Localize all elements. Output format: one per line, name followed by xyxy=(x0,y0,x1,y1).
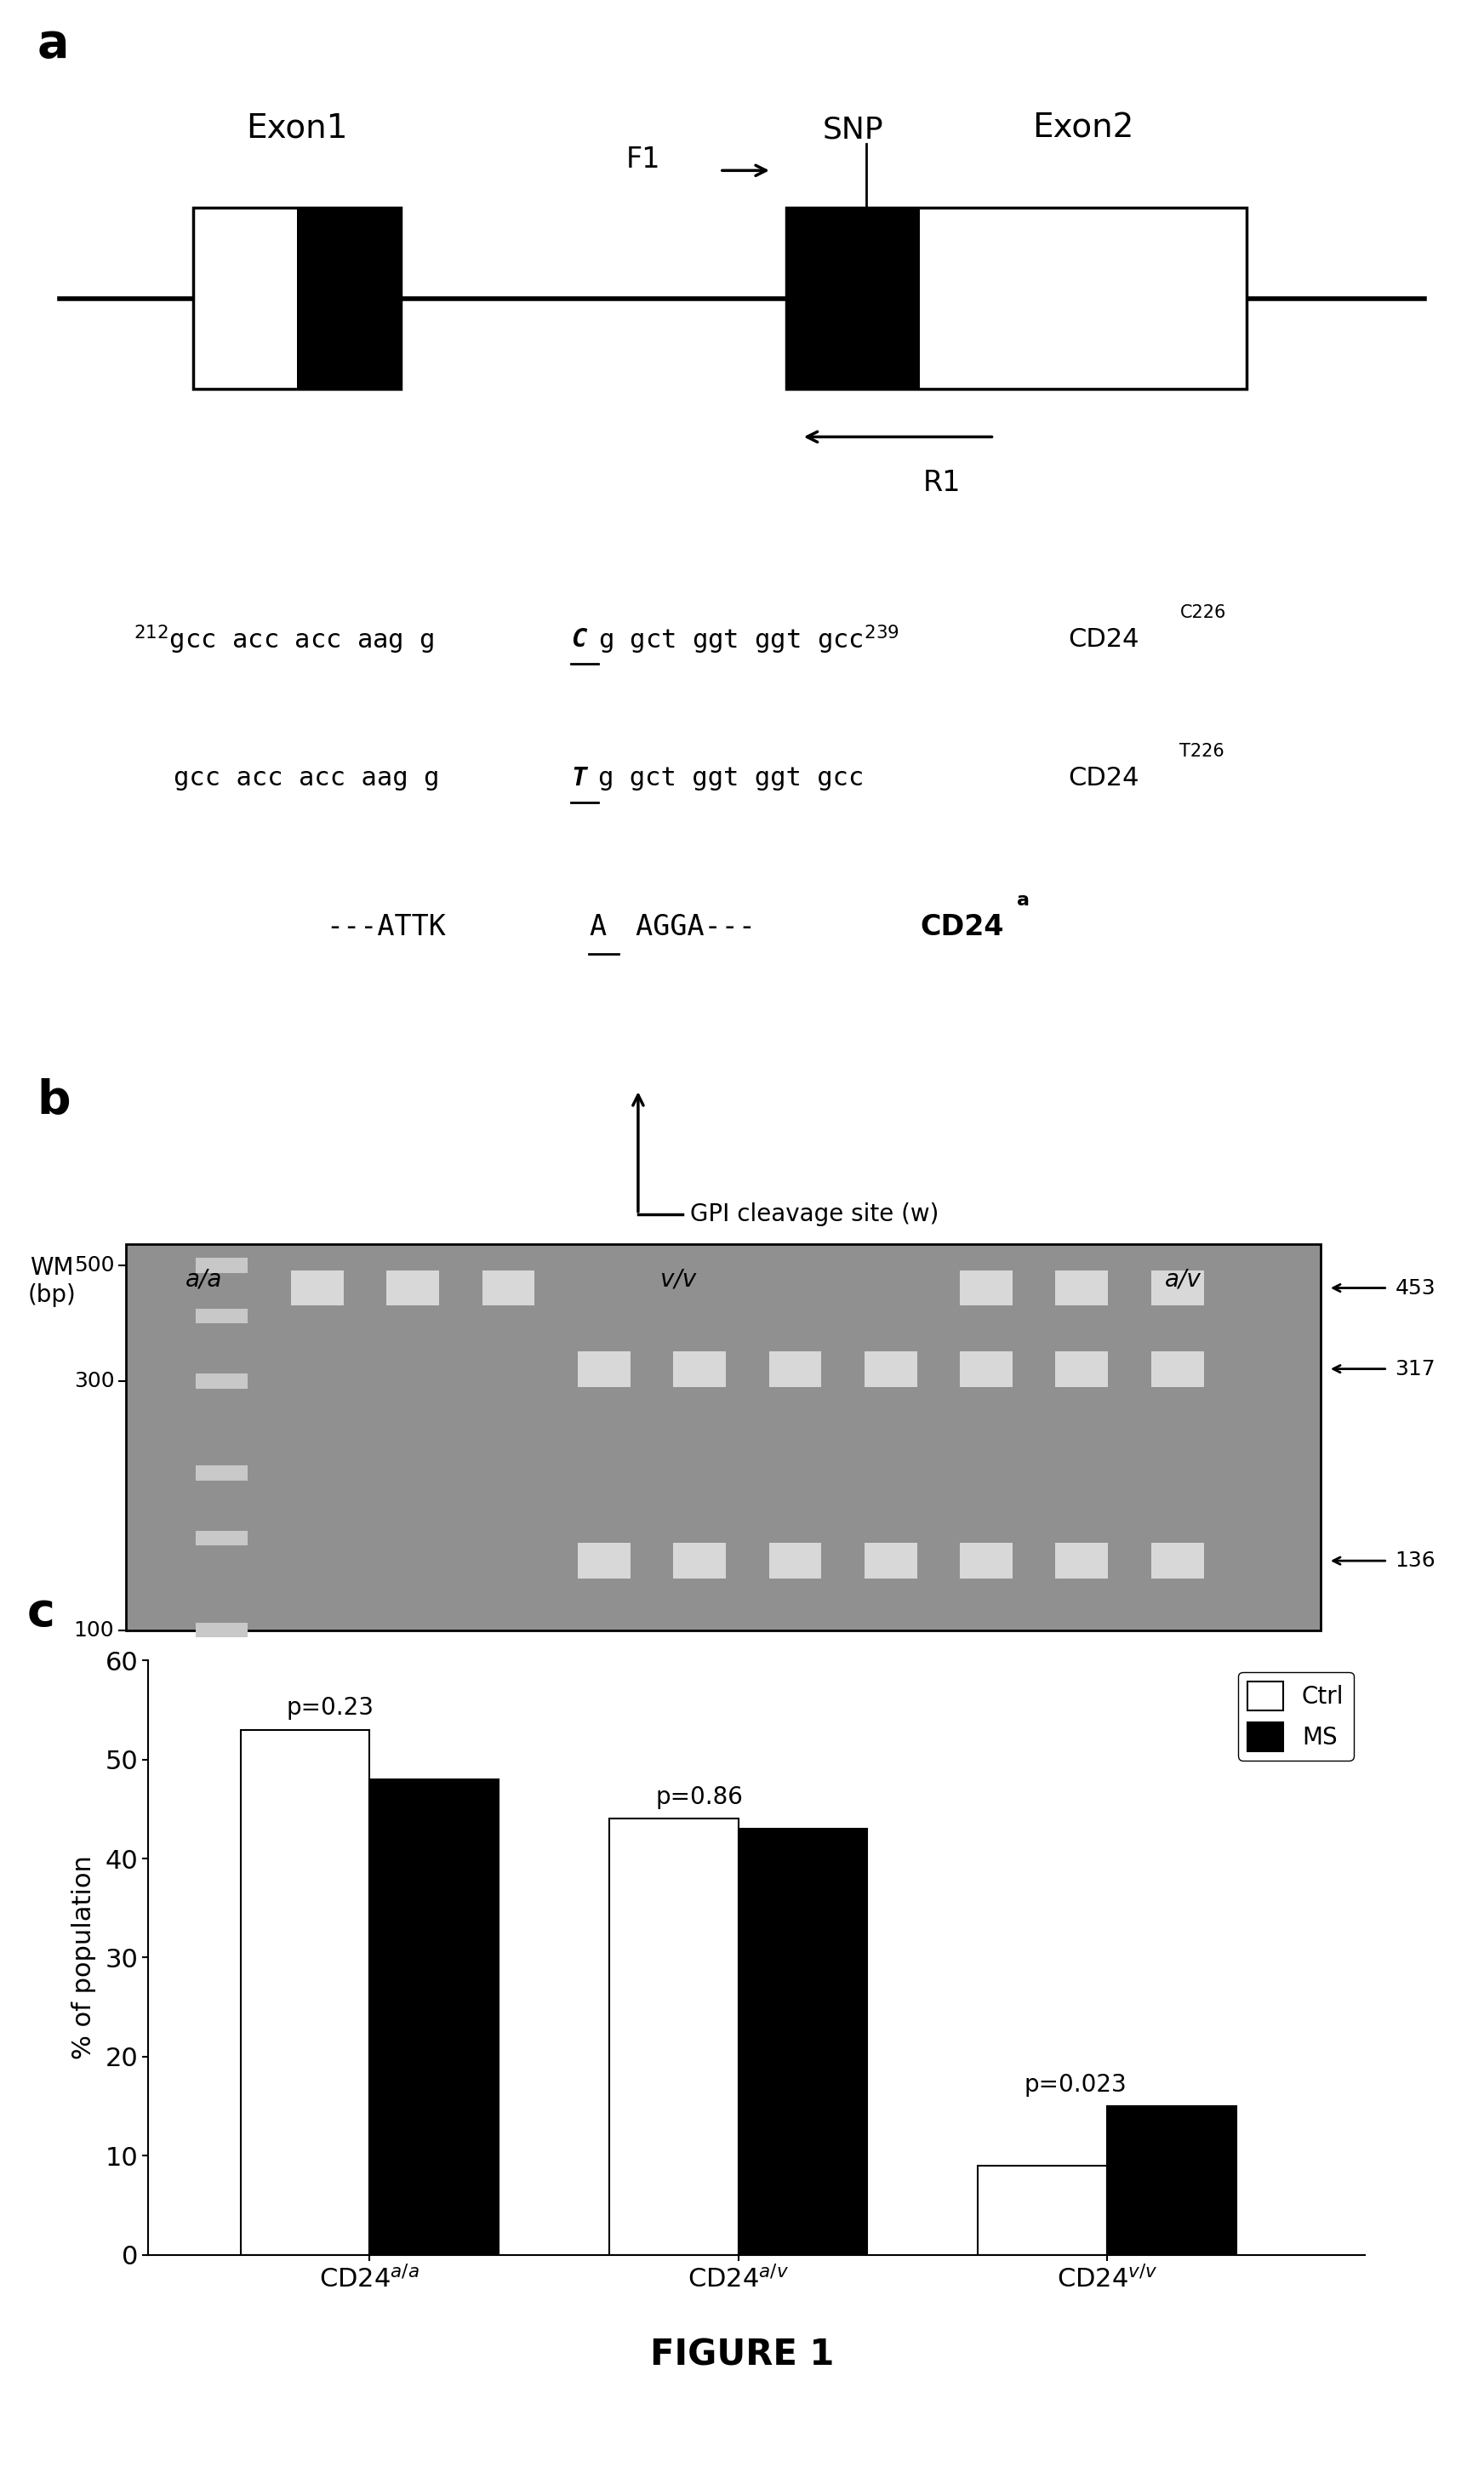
Bar xyxy=(370,1779,499,2255)
Text: 317: 317 xyxy=(1395,1358,1435,1380)
Bar xyxy=(610,1819,739,2255)
Bar xyxy=(1055,1351,1109,1388)
Bar xyxy=(787,208,1247,389)
Bar xyxy=(920,208,1247,389)
Bar xyxy=(960,1544,1012,1578)
Text: GPI cleavage site (w): GPI cleavage site (w) xyxy=(690,1202,939,1227)
Bar xyxy=(1152,1351,1204,1388)
Text: v/v: v/v xyxy=(660,1269,696,1291)
Bar xyxy=(1055,1271,1109,1306)
Bar xyxy=(577,1544,631,1578)
Text: Exon2: Exon2 xyxy=(1033,112,1134,144)
Text: a/a: a/a xyxy=(186,1269,223,1291)
Text: p=0.023: p=0.023 xyxy=(1024,2072,1126,2096)
Bar xyxy=(864,1544,917,1578)
Text: 100: 100 xyxy=(74,1621,114,1640)
Legend: Ctrl, MS: Ctrl, MS xyxy=(1238,1673,1353,1759)
Text: F1: F1 xyxy=(626,146,660,173)
Bar xyxy=(482,1271,534,1306)
Text: a: a xyxy=(1017,892,1030,909)
Bar xyxy=(291,1271,344,1306)
Text: a/v: a/v xyxy=(1165,1269,1202,1291)
Text: b: b xyxy=(37,1078,71,1123)
Text: CD24: CD24 xyxy=(920,912,1003,942)
Text: gcc acc acc aag g: gcc acc acc aag g xyxy=(174,766,439,790)
Bar xyxy=(960,1271,1012,1306)
Bar xyxy=(240,1730,370,2255)
Y-axis label: % of population: % of population xyxy=(71,1856,96,2059)
Text: C226: C226 xyxy=(1180,605,1226,622)
Bar xyxy=(196,1623,248,1638)
Bar xyxy=(978,2166,1107,2255)
Bar xyxy=(1152,1271,1204,1306)
Bar xyxy=(297,208,401,389)
Bar xyxy=(193,208,401,389)
Bar xyxy=(769,1351,822,1388)
Bar xyxy=(769,1544,822,1578)
Bar xyxy=(386,1271,439,1306)
Text: g gct ggt ggt gcc: g gct ggt ggt gcc xyxy=(598,766,864,790)
Bar xyxy=(1152,1544,1204,1578)
Bar xyxy=(193,208,297,389)
Bar xyxy=(787,208,920,389)
Text: FIGURE 1: FIGURE 1 xyxy=(650,2337,834,2374)
Text: CD24: CD24 xyxy=(1068,766,1140,790)
Bar xyxy=(196,1308,248,1323)
Text: AGGA---: AGGA--- xyxy=(619,912,755,942)
Text: A: A xyxy=(589,912,607,942)
Bar xyxy=(196,1373,248,1388)
Bar xyxy=(126,1244,1321,1631)
Text: WM
(bp): WM (bp) xyxy=(28,1256,76,1308)
Bar xyxy=(196,1259,248,1274)
Text: a: a xyxy=(37,22,70,67)
Text: CD24: CD24 xyxy=(1068,627,1140,652)
Text: p=0.86: p=0.86 xyxy=(656,1784,743,1809)
Text: 136: 136 xyxy=(1395,1551,1435,1571)
Text: $^{212}$gcc acc acc aag g: $^{212}$gcc acc acc aag g xyxy=(134,622,435,657)
Text: ---ATTK: ---ATTK xyxy=(326,912,447,942)
Text: 500: 500 xyxy=(74,1256,114,1276)
Bar xyxy=(864,1351,917,1388)
Bar xyxy=(196,1464,248,1479)
Text: p=0.23: p=0.23 xyxy=(286,1695,374,1720)
Bar xyxy=(674,1351,726,1388)
Bar xyxy=(739,1829,868,2255)
Text: R1: R1 xyxy=(923,468,962,498)
Text: T: T xyxy=(571,766,588,790)
Bar xyxy=(1107,2106,1236,2255)
Text: c: c xyxy=(27,1591,55,1635)
Text: T226: T226 xyxy=(1180,743,1224,761)
Bar xyxy=(674,1544,726,1578)
Bar xyxy=(577,1351,631,1388)
Text: C: C xyxy=(571,627,588,652)
Bar xyxy=(1055,1544,1109,1578)
Text: 300: 300 xyxy=(74,1370,114,1393)
Text: g gct ggt ggt gcc$^{239}$: g gct ggt ggt gcc$^{239}$ xyxy=(598,622,899,657)
Text: 453: 453 xyxy=(1395,1279,1435,1298)
Text: Exon1: Exon1 xyxy=(246,112,347,144)
Bar xyxy=(960,1351,1012,1388)
Text: SNP: SNP xyxy=(822,114,884,144)
Bar xyxy=(196,1531,248,1546)
